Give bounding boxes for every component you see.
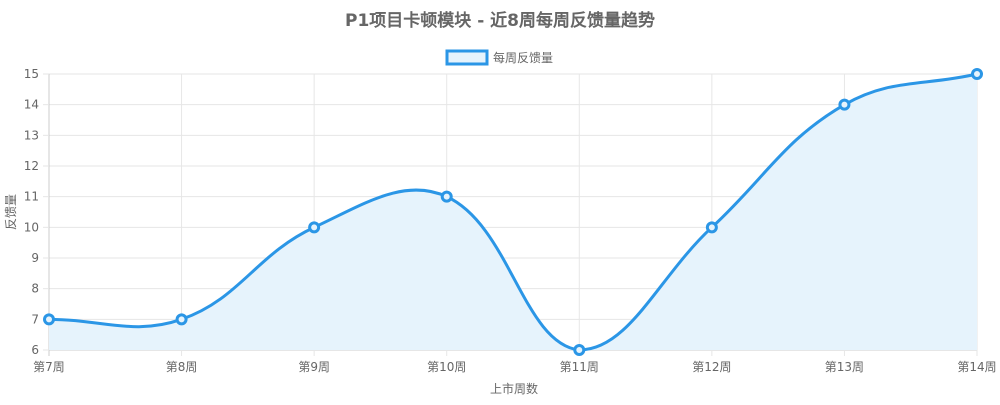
y-axis-label: 反馈量 [4,194,18,230]
x-tick-label: 第8周 [166,360,198,374]
series-area [49,74,977,350]
legend-swatch [445,49,489,66]
data-point [440,190,453,203]
data-point [308,221,321,234]
y-axis-ticks: 6 7 8 9 10 11 12 13 14 15 [24,67,39,357]
x-tick-label: 第12周 [692,360,731,374]
y-tick-label: 15 [24,67,39,81]
x-tick-label: 第9周 [298,360,330,374]
chart-title: P1项目卡顿模块 - 近8周每周反馈量趋势 [345,10,655,31]
x-axis-label: 上市周数 [490,381,538,396]
y-tick-label: 14 [24,98,39,112]
y-tick-label: 10 [24,220,39,234]
data-point [175,313,188,326]
data-point [43,313,55,326]
x-tick-label: 第13周 [825,360,864,374]
y-tick-label: 6 [31,343,39,357]
legend-label: 每周反馈量 [493,50,553,65]
y-tick-label: 8 [31,282,39,296]
y-tick-label: 12 [24,159,39,173]
data-point [705,221,718,234]
line-layer [47,72,979,352]
data-point [971,68,983,80]
y-tick-label: 9 [31,251,39,265]
y-tick-label: 7 [31,312,39,326]
area-layer [49,74,977,350]
x-axis-ticks: 第7周 第8周 第9周 第10周 第11周 第12周 第13周 第14周 [33,360,996,374]
x-tick-label: 第7周 [33,360,65,374]
y-tick-label: 11 [24,190,39,204]
x-tick-label: 第11周 [560,360,599,374]
x-tick-label: 第10周 [427,360,466,374]
x-tick-label: 第14周 [957,360,996,374]
legend[interactable]: 每周反馈量 [445,49,553,66]
data-point [573,344,586,356]
point-layer [43,68,983,356]
data-point [838,98,851,111]
y-tick-label: 13 [24,128,39,142]
series-line [47,72,979,352]
